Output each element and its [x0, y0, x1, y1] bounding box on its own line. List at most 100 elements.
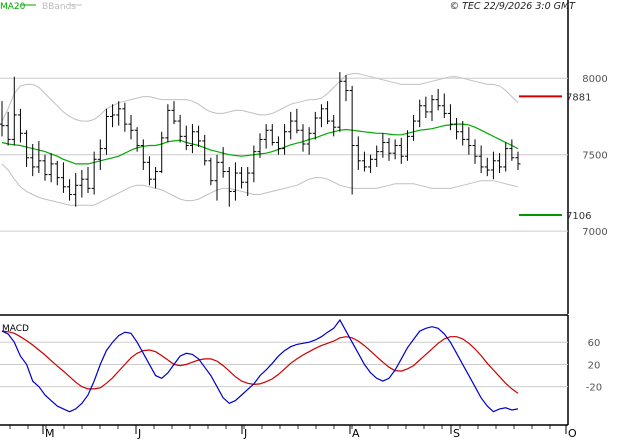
ohlc-bar: [472, 139, 478, 164]
ohlc-bar: [165, 104, 171, 143]
macd-grid: [0, 341, 568, 388]
ohlc-bar: [300, 124, 306, 152]
ohlc-bar: [411, 114, 417, 141]
ohlc-bar: [11, 76, 17, 146]
price-level-label: 7106: [566, 211, 591, 222]
macd-lines: [1, 318, 519, 413]
ohlc-bar: [146, 156, 152, 186]
ohlc-bar: [128, 114, 134, 140]
ohlc-bar: [349, 85, 355, 195]
price-grid: [0, 77, 568, 232]
ohlc-bar: [263, 124, 269, 149]
macd-y-tick-label: -20: [586, 383, 602, 394]
copyright-text: © TEC 22/9/2026 3:0 GMT: [450, 1, 577, 12]
ohlc-bar: [171, 101, 177, 125]
ohlc-bar: [103, 108, 109, 155]
ohlc-bar: [110, 104, 116, 128]
price-y-axis-labels: 8000 7500 7000: [582, 74, 607, 238]
ohlc-bar: [269, 124, 275, 146]
ohlc-bar: [325, 101, 331, 125]
ohlc-bar: [466, 127, 472, 155]
macd-y-tick-label: 20: [588, 360, 601, 371]
ohlc-bar: [288, 111, 294, 140]
ohlc-bar: [404, 130, 410, 161]
x-axis-month-label: A: [352, 427, 360, 440]
header-legend: MA20 BBands © TEC 22/9/2026 3:0 GMT: [0, 1, 576, 12]
x-axis-month-label: J: [137, 427, 141, 440]
ohlc-bar: [17, 108, 23, 143]
ohlc-bar: [251, 145, 257, 183]
ohlc-bar: [196, 125, 202, 148]
ohlc-bar: [312, 111, 318, 140]
ohlc-bar: [67, 179, 73, 201]
x-axis-month-label: J: [243, 427, 247, 440]
x-axis-month-label: S: [453, 427, 460, 440]
ohlc-bar: [282, 124, 288, 155]
price-levels: 7881 7106: [519, 92, 591, 222]
ohlc-bar: [478, 145, 484, 174]
ohlc-bar: [177, 114, 183, 143]
ohlc-bar: [417, 99, 423, 128]
ohlc-bar: [509, 139, 515, 161]
ohlc-bar: [0, 101, 5, 137]
ohlc-bar: [159, 131, 165, 174]
ohlc-bar: [183, 125, 189, 151]
ohlc-bar: [73, 173, 79, 207]
ohlc-bar: [460, 121, 466, 146]
ohlc-bar: [202, 134, 208, 166]
ohlc-bar: [91, 151, 97, 195]
bollinger-bands: [1, 73, 519, 206]
frames: [0, 0, 569, 426]
ohlc-bar: [36, 140, 42, 174]
ma20-legend-label: MA20: [0, 2, 26, 12]
ohlc-bar: [153, 166, 159, 189]
bbands-legend-label: BBands: [42, 2, 76, 12]
ohlc-bar: [484, 157, 490, 177]
ohlc-bar: [515, 151, 521, 170]
ohlc-bar: [134, 127, 140, 152]
ohlc-bar: [318, 104, 324, 128]
macd-y-tick-label: 60: [588, 338, 601, 349]
ohlc-bar: [398, 137, 404, 164]
ohlc-bar: [239, 166, 245, 189]
ohlc-bar: [454, 118, 460, 140]
x-axis-month-label: O: [568, 427, 577, 440]
ohlc-bar: [435, 88, 441, 111]
price-level-label: 7881: [566, 92, 591, 103]
ohlc-bar: [24, 130, 30, 167]
ohlc-bar: [257, 133, 263, 158]
ohlc-bar: [208, 157, 214, 186]
ohlc-bar: [490, 151, 496, 180]
ohlc-bar: [331, 114, 337, 137]
ohlc-bar: [60, 162, 66, 193]
ohlc-bar: [497, 153, 503, 174]
ohlc-bar: [343, 75, 349, 102]
price-y-tick-label: 8000: [582, 74, 607, 85]
ohlc-bar: [386, 137, 392, 161]
ohlc-bar: [54, 160, 60, 186]
ohlc-bar: [79, 170, 85, 198]
ohlc-bar: [423, 96, 429, 118]
bband-lower-line: [1, 163, 519, 206]
ohlc-bar: [30, 144, 36, 177]
macd-panel-title: MACD: [2, 324, 29, 334]
ohlc-bar: [97, 139, 103, 170]
ohlc-bar: [5, 111, 11, 146]
ohlc-bar: [337, 72, 343, 132]
price-y-tick-label: 7000: [582, 227, 607, 238]
ohlc-bar: [306, 127, 312, 155]
ohlc-bar: [429, 95, 435, 122]
ohlc-bar: [42, 154, 48, 181]
ohlc-bar: [189, 124, 195, 154]
ohlc-bar: [275, 136, 281, 155]
ohlc-bar: [380, 133, 386, 158]
x-axis-month-label: M: [45, 427, 55, 440]
ohlc-bar: [441, 93, 447, 118]
ohlc-bar: [85, 166, 91, 193]
ohlc-bar: [140, 139, 146, 170]
ohlc-bar: [392, 139, 398, 160]
ohlc-bar: [48, 153, 54, 183]
ohlc-bar: [368, 154, 374, 174]
